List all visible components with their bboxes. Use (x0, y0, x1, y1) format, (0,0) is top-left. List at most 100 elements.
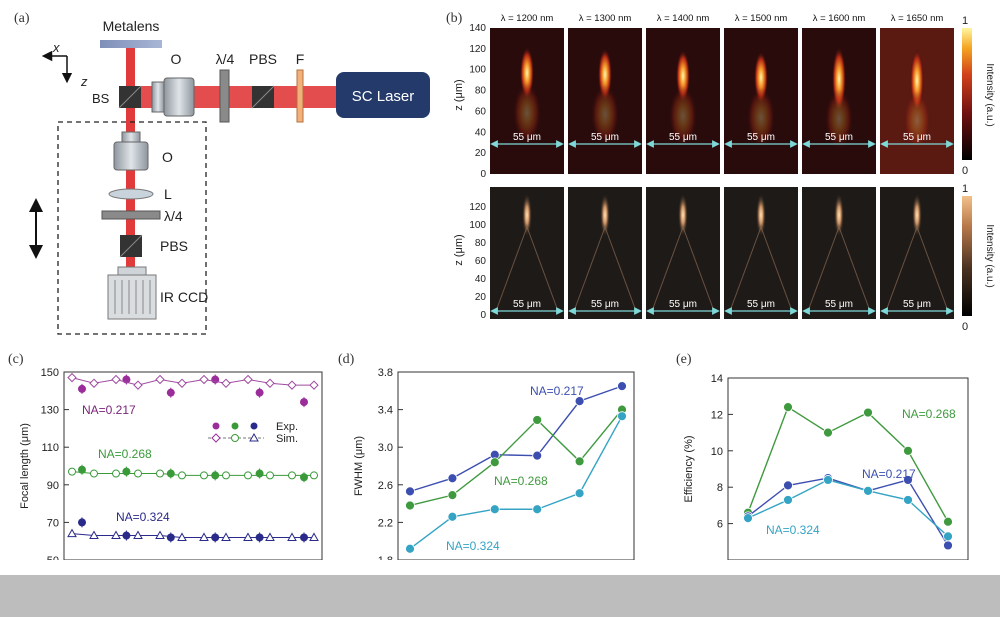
data-point (574, 456, 585, 467)
series-line (409, 385, 623, 493)
y-tick-label: 70 (47, 517, 59, 529)
colorbar-top-max: 1 (962, 15, 968, 27)
sim-marker-triangle (287, 532, 297, 541)
y-tick-label: 110 (41, 442, 59, 454)
scale-label-bottom: 55 μm (825, 299, 853, 310)
data-point (617, 381, 627, 392)
sim-marker-diamond (133, 380, 143, 390)
scale-label-top: 55 μm (591, 132, 619, 143)
scale-label-top: 55 μm (513, 132, 541, 143)
data-point (574, 488, 585, 499)
sim-marker-diamond (67, 372, 77, 383)
series-5 (67, 528, 319, 541)
beam-vertical-top (126, 48, 135, 98)
sim-marker-circle (112, 469, 120, 478)
beam-tail-top (513, 83, 541, 143)
sim-marker-circle (68, 467, 76, 476)
series-line (409, 415, 623, 550)
lens-label: L (164, 186, 172, 202)
exp-marker (166, 469, 175, 478)
cone-lines-bottom (495, 226, 559, 312)
intensity-maps-panel: (b) z (μm) z (μm) 1401201008060402001201… (446, 11, 995, 333)
sim-marker-circle (90, 469, 98, 478)
sim-marker-circle (222, 471, 230, 480)
y-tick-label: 150 (41, 367, 59, 379)
map-column-2: λ = 1300 nm 55 μm 55 μm (568, 13, 642, 319)
y-tick-label: 10 (711, 446, 723, 458)
cone-lines-bottom (807, 226, 871, 312)
data-point (447, 490, 458, 501)
scale-label-top: 55 μm (669, 132, 697, 143)
objective-bottom (113, 131, 149, 171)
data-point (783, 402, 793, 413)
bs-label: BS (92, 91, 110, 106)
data-point (574, 396, 585, 407)
z-tick-top: 100 (469, 65, 486, 76)
series-2 (743, 475, 953, 542)
sim-marker-triangle (89, 530, 99, 540)
scale-label-top: 55 μm (903, 132, 931, 143)
data-point (405, 486, 415, 497)
beam-tail-top (825, 89, 853, 149)
data-point (447, 473, 458, 484)
z-tick-top: 80 (475, 86, 487, 97)
y-tick-label: 90 (47, 480, 59, 492)
scale-label-bottom: 55 μm (591, 299, 619, 310)
y-tick-label: 3.8 (378, 367, 393, 379)
series-3 (68, 467, 318, 480)
colorbar-bottom-max: 1 (962, 183, 968, 195)
data-point (943, 516, 953, 527)
sc-laser-label: SC Laser (352, 88, 415, 105)
series-2 (405, 411, 627, 554)
y-tick-label: 14 (711, 373, 723, 385)
data-point (863, 407, 873, 418)
data-point (447, 511, 458, 522)
page-footer-band (0, 575, 1000, 617)
sim-marker-diamond (199, 374, 209, 385)
metalens-plate (100, 40, 162, 48)
objective-top (151, 77, 195, 117)
map-column-1: λ = 1200 nm 55 μm 55 μm (490, 13, 564, 319)
annotation-na-324: NA=0.324 (116, 510, 170, 524)
data-point (617, 411, 627, 422)
sim-marker-circle (266, 471, 274, 480)
data-point (943, 540, 953, 551)
z-tick-top: 120 (469, 44, 486, 55)
sim-marker-diamond (265, 378, 275, 388)
scale-label-bottom: 55 μm (669, 299, 697, 310)
plot-frame (727, 377, 969, 561)
z-tick-top: 60 (475, 106, 487, 117)
ccd-label: IR CCD (160, 289, 208, 305)
annotation-na-217: NA=0.217 (82, 403, 136, 417)
panel-e-label: (e) (676, 352, 692, 367)
beam-tail-top (747, 87, 775, 148)
sim-marker-diamond (111, 374, 121, 385)
setup-panel: (a) Metalens x z BS O λ/4 PBS F (14, 11, 430, 335)
cone-lines-bottom (651, 226, 715, 312)
annotation-na-268: NA=0.268 (902, 407, 956, 421)
sim-marker-triangle (177, 532, 187, 541)
series-0 (405, 381, 627, 497)
beam-tail-top (669, 86, 697, 146)
z-tick-top: 0 (480, 169, 486, 180)
figure-crop-edge (0, 560, 1000, 575)
sim-marker-diamond (177, 378, 187, 388)
data-point (532, 504, 543, 515)
colorbar-bottom-min: 0 (962, 321, 968, 333)
exp-marker (255, 388, 264, 397)
sim-line (71, 533, 314, 538)
z-tick-bottom: 60 (475, 256, 487, 267)
lens-l (108, 188, 154, 200)
focal-spot-bottom (756, 193, 766, 237)
wavelength-label: λ = 1500 nm (735, 13, 788, 24)
panel-d-label: (d) (338, 352, 355, 367)
map-column-3: λ = 1400 nm 55 μm 55 μm (646, 13, 720, 319)
data-point (903, 495, 913, 505)
sim-marker-triangle (221, 532, 231, 541)
y-tick-label: 130 (41, 405, 59, 417)
exp-marker (255, 469, 264, 478)
sim-marker-diamond (309, 380, 319, 390)
exp-marker (78, 518, 86, 527)
pbs-top-label: PBS (249, 51, 277, 67)
annotation-na-217: NA=0.217 (862, 467, 916, 481)
